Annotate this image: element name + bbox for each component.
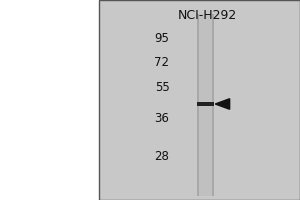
Text: 72: 72 xyxy=(154,56,169,70)
Bar xyxy=(197,102,214,106)
Text: 55: 55 xyxy=(155,81,170,94)
Text: 28: 28 xyxy=(154,150,169,164)
Bar xyxy=(197,14,214,196)
Bar xyxy=(212,14,214,196)
Bar xyxy=(197,14,199,196)
Bar xyxy=(99,0,300,200)
Text: 36: 36 xyxy=(154,112,169,126)
Polygon shape xyxy=(215,99,230,109)
Text: NCI-H292: NCI-H292 xyxy=(177,9,237,22)
Text: 95: 95 xyxy=(154,32,169,46)
